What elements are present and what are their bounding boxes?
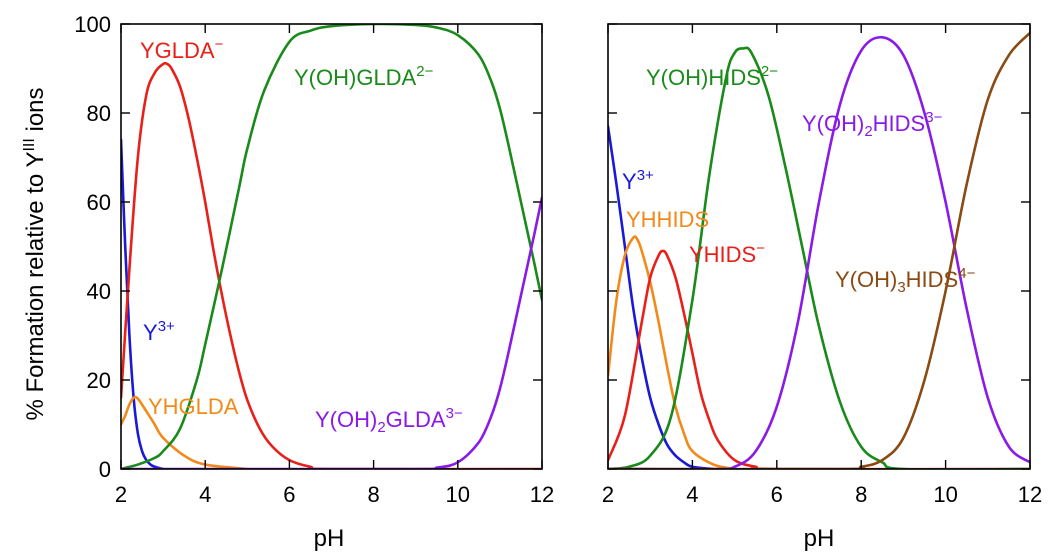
left-y-tick-label-2: 40 [87, 279, 111, 304]
right-x-tick-label-3: 8 [855, 482, 867, 507]
left-y-tick-label-5: 100 [74, 12, 111, 37]
x-axis-title-right: pH [804, 525, 835, 552]
left-x-tick-label-4: 10 [446, 482, 470, 507]
label-yoh3hids: Y(OH)3HIDS4− [835, 265, 976, 296]
label-yglda: YGLDA− [140, 36, 224, 63]
right-series-line-5 [608, 31, 1030, 469]
label-yhhids: YHHIDS [626, 207, 709, 232]
left-plot-frame [120, 23, 543, 470]
left-curves [121, 24, 542, 469]
right-x-tick-label-0: 2 [602, 482, 614, 507]
left-y-tick-label-4: 80 [87, 101, 111, 126]
right-series-line-0 [608, 125, 715, 469]
label-yoh2glda: Y(OH)2GLDA3− [315, 405, 463, 436]
right-x-tick-label-2: 6 [771, 482, 783, 507]
right-series-line-3 [608, 46, 1030, 469]
left-x-tick-label-2: 6 [283, 482, 295, 507]
label-yhglda: YHGLDA [148, 394, 239, 419]
left-x-tick-label-1: 4 [199, 482, 211, 507]
right-x-tick-label-4: 10 [933, 482, 957, 507]
right-curves [608, 31, 1030, 469]
y-axis-title: % Formation relative to YIII ions [21, 87, 49, 420]
left-series-line-0 [121, 138, 165, 469]
right-series-line-4 [608, 35, 1030, 469]
left-y-tick-label-0: 0 [99, 457, 111, 482]
label-yohhids: Y(OH)HIDS2− [646, 63, 778, 90]
right-series-line-1 [608, 235, 736, 469]
x-axis-title-left: pH [314, 525, 345, 552]
label-yoh2hids: Y(OH)2HIDS3− [802, 109, 943, 140]
left-y-tick-label-1: 20 [87, 368, 111, 393]
panel-hids: 2 4 6 8 10 12 [602, 23, 1042, 507]
left-series-line-2 [121, 61, 542, 469]
label-yohglda: Y(OH)GLDA2− [294, 63, 434, 90]
label-y3-right: Y3+ [622, 167, 654, 194]
left-ticks: 2 4 6 8 10 12 0 20 40 60 80 100 [74, 12, 554, 507]
panel-glda: 2 4 6 8 10 12 0 20 40 60 80 100 [74, 12, 554, 507]
left-y-tick-label-3: 60 [87, 190, 111, 215]
right-x-tick-label-1: 4 [686, 482, 698, 507]
right-plot-frame [607, 23, 1031, 470]
left-series-line-1 [121, 395, 249, 469]
left-x-tick-label-3: 8 [367, 482, 379, 507]
right-series-line-2 [608, 249, 1030, 469]
right-x-tick-label-5: 12 [1018, 482, 1042, 507]
right-ticks: 2 4 6 8 10 12 [602, 23, 1042, 507]
left-x-tick-label-0: 2 [115, 482, 127, 507]
label-y3-left: Y3+ [143, 318, 175, 345]
left-x-tick-label-5: 12 [530, 482, 554, 507]
left-series-line-4 [121, 196, 542, 469]
left-series-line-3 [121, 24, 542, 469]
label-yhids: YHIDS− [689, 240, 765, 267]
